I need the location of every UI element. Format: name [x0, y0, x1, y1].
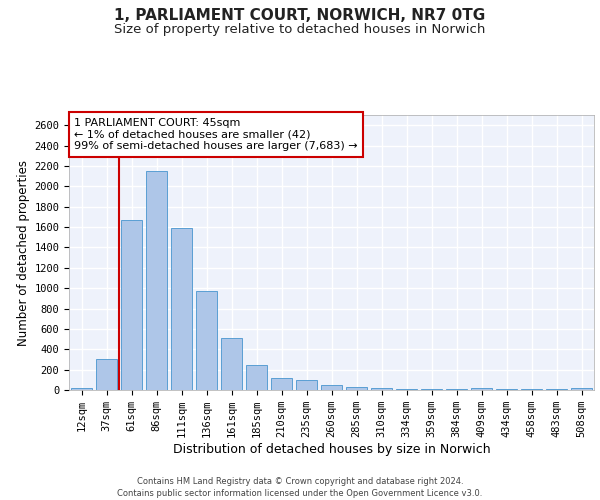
Text: Contains HM Land Registry data © Crown copyright and database right 2024.
Contai: Contains HM Land Registry data © Crown c…: [118, 476, 482, 498]
Text: 1 PARLIAMENT COURT: 45sqm
← 1% of detached houses are smaller (42)
99% of semi-d: 1 PARLIAMENT COURT: 45sqm ← 1% of detach…: [74, 118, 358, 151]
Bar: [321, 386, 342, 390]
Bar: [346, 387, 367, 390]
Text: Size of property relative to detached houses in Norwich: Size of property relative to detached ho…: [115, 22, 485, 36]
Bar: [471, 388, 492, 390]
Y-axis label: Number of detached properties: Number of detached properties: [17, 160, 30, 346]
Bar: [571, 388, 592, 390]
Bar: [146, 171, 167, 390]
Bar: [196, 291, 217, 390]
X-axis label: Distribution of detached houses by size in Norwich: Distribution of detached houses by size …: [173, 443, 490, 456]
Bar: [371, 388, 392, 390]
Bar: [421, 389, 442, 390]
Bar: [271, 378, 292, 390]
Bar: [121, 220, 142, 390]
Bar: [71, 388, 92, 390]
Bar: [96, 360, 117, 390]
Bar: [296, 380, 317, 390]
Bar: [171, 228, 192, 390]
Bar: [246, 365, 267, 390]
Bar: [221, 338, 242, 390]
Text: 1, PARLIAMENT COURT, NORWICH, NR7 0TG: 1, PARLIAMENT COURT, NORWICH, NR7 0TG: [115, 8, 485, 22]
